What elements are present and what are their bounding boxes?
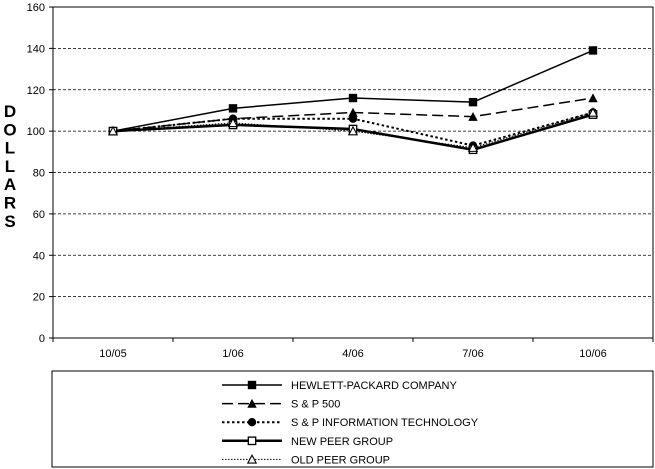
data-point-4-1 [227,117,239,128]
legend-entry-3: NEW PEER GROUP [291,436,393,448]
y-tick-label: 160 [27,2,45,14]
data-point-1-4 [588,93,598,103]
y-axis-label-letter: A [4,175,16,194]
legend-marker-0 [247,380,257,390]
y-axis-label-letter: R [4,194,16,213]
legend: HEWLETT-PACKARD COMPANY S & P 500 S & P IN… [222,380,479,466]
y-axis-label-letter: L [5,139,15,158]
x-tick-label: 10/06 [579,348,607,360]
x-axis-ticks: 10/05 1/06 4/06 7/06 10/06 [52,338,654,360]
y-axis-label-letter: O [3,120,16,139]
y-tick-label: 120 [27,85,45,97]
data-point-0-3 [468,97,478,107]
data-point-4-2 [347,125,359,136]
y-axis-ticks: 0 20 40 60 80 100 120 140 160 [27,2,53,345]
y-axis-label-letter: D [4,102,16,121]
series-markers [107,46,599,155]
data-point-4-4 [587,107,599,117]
legend-entry-4: OLD PEER GROUP [291,454,390,466]
y-tick-label: 60 [33,209,45,221]
x-tick-label: 7/06 [462,348,483,360]
y-tick-label: 40 [33,250,45,262]
data-point-0-4 [588,46,598,55]
x-tick-label: 1/06 [222,348,243,360]
data-point-2-2 [348,114,358,123]
x-tick-label: 4/06 [342,348,363,360]
legend-marker-4 [246,454,258,464]
legend-box [51,370,654,468]
data-point-0-1 [228,104,238,113]
legend-marker-2 [247,418,257,427]
data-point-0-2 [348,93,358,103]
legend-entry-2: S & P INFORMATION TECHNOLOGY [291,417,479,429]
y-tick-label: 140 [27,43,45,55]
x-tick-label: 10/05 [99,348,127,360]
y-tick-label: 100 [27,126,45,138]
y-tick-label: 80 [33,168,45,180]
data-point-4-0 [107,125,119,136]
data-point-1-3 [468,111,478,121]
legend-marker-1 [247,398,257,408]
data-point-1-2 [348,107,358,117]
y-axis-label-letter: L [5,157,15,176]
y-axis-label-letter: S [4,212,15,231]
legend-entry-0: HEWLETT-PACKARD COMPANY [291,380,457,392]
legend-entry-1: S & P 500 [291,399,340,411]
legend-marker-3 [247,436,257,446]
y-tick-label: 20 [33,292,45,304]
data-point-4-3 [467,142,479,152]
y-tick-label: 0 [39,333,45,345]
